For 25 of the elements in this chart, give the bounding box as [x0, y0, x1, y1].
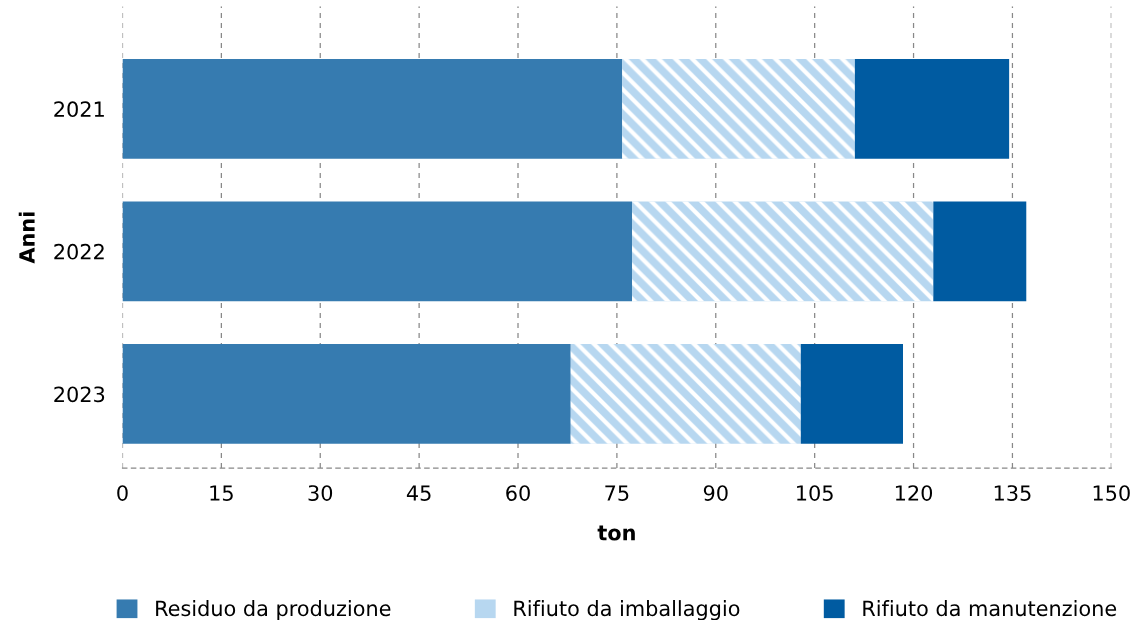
x-tick-label: 60	[506, 485, 530, 501]
x-axis-title: ton	[597, 525, 635, 541]
bar	[933, 201, 1027, 302]
x-tick-label: 150	[1093, 485, 1130, 501]
x-tick-label: 45	[406, 485, 431, 501]
x-tick-label: 105	[797, 485, 833, 501]
bar	[122, 344, 571, 444]
bar	[854, 58, 1010, 159]
y-tick-label: 2022	[54, 243, 104, 260]
bar	[800, 344, 903, 444]
legend-label: Rifiuto da manutenzione	[863, 600, 1117, 617]
x-tick-label: 75	[605, 485, 629, 501]
x-tick-label: 15	[210, 485, 233, 501]
legend-label: Rifiuto da imballaggio	[514, 600, 740, 620]
bar	[122, 201, 633, 302]
x-tick-label: 0	[117, 485, 128, 501]
y-tick-label: 2023	[54, 386, 105, 403]
y-tick-label: 2021	[54, 101, 104, 118]
x-tick-label: 90	[703, 485, 728, 501]
x-tick-label: 120	[895, 485, 933, 501]
x-tick-label: 135	[994, 485, 1031, 501]
y-axis-title: Anni	[18, 212, 35, 264]
bar	[122, 58, 623, 159]
x-tick-label: 30	[308, 485, 333, 501]
legend-label: Residuo da produzione	[156, 600, 391, 620]
